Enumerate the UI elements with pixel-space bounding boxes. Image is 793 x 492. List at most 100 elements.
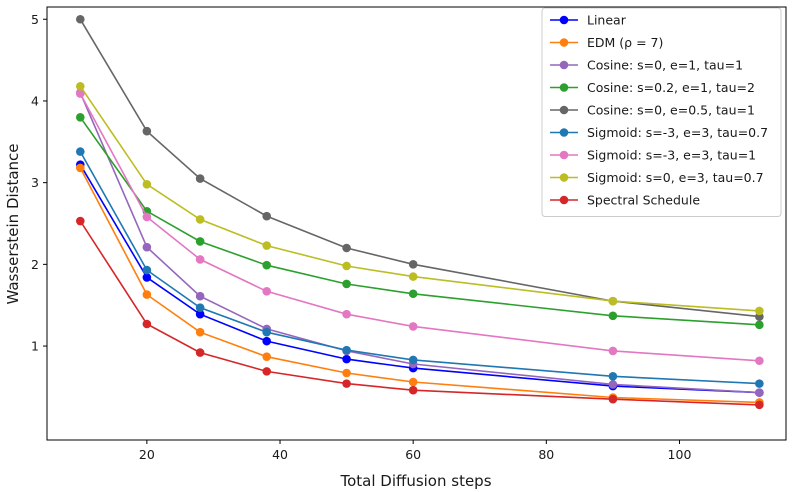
- data-point: [142, 265, 152, 275]
- data-point: [142, 242, 152, 252]
- data-point: [142, 212, 152, 222]
- legend-box: [541, 7, 782, 217]
- data-point: [195, 255, 205, 264]
- data-point: [755, 320, 764, 330]
- series-line: [79, 167, 760, 404]
- data-point: [342, 379, 351, 388]
- legend-label: Sigmoid: s=0, e=3, tau=0.7: [587, 170, 764, 185]
- data-point: [262, 287, 272, 296]
- data-point: [408, 385, 418, 395]
- data-point: [75, 89, 85, 98]
- data-point: [408, 289, 418, 299]
- data-point: [262, 211, 272, 221]
- series-7: [75, 81, 764, 316]
- data-point: [608, 380, 618, 389]
- data-point: [608, 296, 618, 306]
- legend-entry: Cosine: s=0.2, e=1, tau=2: [550, 80, 755, 95]
- series-8: [75, 216, 764, 410]
- legend-label: Sigmoid: s=-3, e=3, tau=1: [587, 148, 756, 163]
- data-point: [75, 216, 85, 226]
- legend-label: Linear: [587, 13, 627, 28]
- legend-marker: [559, 38, 569, 47]
- series-line: [79, 92, 760, 394]
- x-tick-label: 80: [538, 447, 554, 462]
- series-layer: [75, 14, 764, 410]
- data-point: [755, 388, 764, 397]
- series-line: [79, 116, 760, 326]
- data-point: [262, 260, 272, 270]
- y-tick-label: 5: [31, 12, 39, 27]
- legend-label: Cosine: s=0, e=0.5, tau=1: [587, 103, 755, 118]
- series-line: [79, 220, 760, 406]
- data-point: [608, 311, 618, 321]
- legend-marker: [559, 150, 569, 160]
- data-point: [262, 327, 272, 337]
- data-point: [142, 273, 152, 282]
- data-point: [755, 379, 764, 388]
- series-4: [75, 14, 764, 321]
- data-point: [75, 112, 85, 122]
- legend-label: Sigmoid: s=-3, e=3, tau=0.7: [587, 125, 768, 140]
- series-6: [75, 89, 764, 366]
- series-line: [79, 85, 760, 312]
- series-line: [79, 93, 760, 362]
- data-point: [75, 147, 85, 156]
- y-tick-label: 4: [31, 93, 39, 108]
- data-point: [75, 163, 85, 173]
- data-point: [75, 14, 85, 24]
- data-point: [262, 352, 272, 361]
- data-point: [755, 400, 764, 410]
- data-point: [195, 291, 205, 301]
- x-tick-label: 60: [405, 447, 421, 462]
- legend-entry: EDM (ρ = 7): [550, 35, 663, 50]
- data-point: [755, 356, 764, 366]
- legend-marker: [559, 60, 569, 70]
- data-point: [408, 377, 418, 387]
- series-line: [79, 18, 760, 318]
- series-1: [75, 163, 764, 407]
- data-point: [342, 261, 351, 271]
- data-point: [142, 126, 152, 136]
- legend-marker: [559, 195, 569, 205]
- legend-entry: Sigmoid: s=0, e=3, tau=0.7: [550, 170, 764, 185]
- x-axis-title: Total Diffusion steps: [339, 472, 491, 490]
- data-point: [142, 179, 152, 189]
- data-point: [608, 371, 618, 381]
- legend-marker: [559, 83, 569, 92]
- data-point: [408, 322, 418, 331]
- data-point: [608, 394, 618, 404]
- data-point: [262, 367, 272, 376]
- legend-entry: Sigmoid: s=-3, e=3, tau=0.7: [550, 125, 768, 140]
- data-point: [142, 319, 152, 329]
- data-point: [195, 348, 205, 357]
- data-point: [142, 290, 152, 299]
- legend-label: Spectral Schedule: [587, 193, 700, 208]
- legend-entry: Linear: [550, 13, 627, 28]
- legend-label: EDM (ρ = 7): [587, 35, 663, 50]
- x-tick-label: 20: [139, 447, 155, 462]
- series-5: [75, 147, 764, 388]
- data-point: [608, 346, 618, 356]
- data-point: [75, 81, 85, 91]
- x-tick-label: 100: [668, 447, 692, 462]
- data-point: [195, 327, 205, 337]
- data-point: [195, 309, 205, 319]
- x-tick-label: 40: [272, 447, 288, 462]
- y-tick-label: 2: [31, 257, 39, 272]
- legend-marker: [559, 173, 569, 182]
- data-point: [408, 355, 418, 365]
- data-point: [262, 336, 272, 346]
- legend-marker: [559, 15, 569, 25]
- y-axis-title: Wasserstein Distance: [4, 143, 22, 304]
- series-line: [79, 164, 760, 394]
- data-point: [342, 354, 351, 364]
- data-point: [262, 241, 272, 250]
- legend-marker: [559, 105, 569, 115]
- data-point: [195, 237, 205, 246]
- legend-entry: Spectral Schedule: [550, 193, 700, 208]
- data-point: [195, 303, 205, 312]
- data-point: [195, 174, 205, 183]
- ticks-layer: 20 40 60 80 100 1 2 3 4 5: [31, 12, 691, 462]
- data-point: [755, 306, 764, 316]
